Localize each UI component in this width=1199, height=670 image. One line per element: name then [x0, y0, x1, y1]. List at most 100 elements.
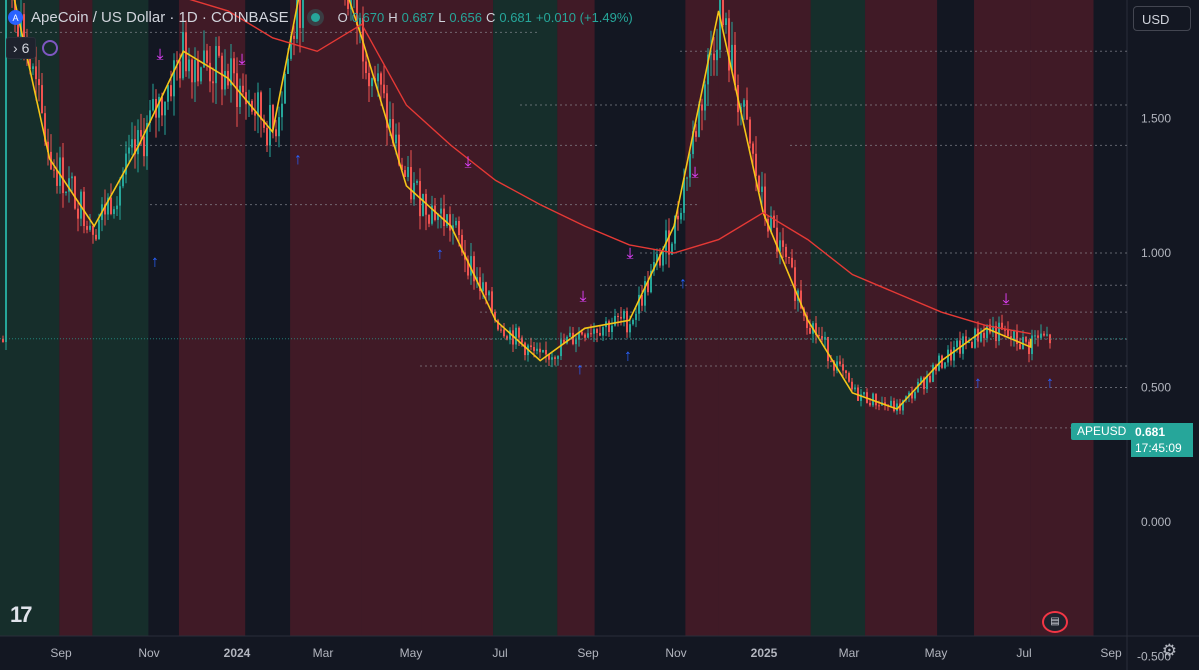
- open-value: 0.670: [351, 10, 385, 25]
- sell-arrow-icon: ⤓: [238, 52, 245, 69]
- candle-body: [521, 337, 523, 343]
- candle-body: [569, 332, 571, 337]
- candle-body: [206, 50, 208, 63]
- candle-body: [515, 327, 517, 345]
- candle-body: [1001, 322, 1003, 330]
- candle-body: [260, 92, 262, 120]
- candle-body: [167, 85, 169, 102]
- candle-body: [293, 35, 295, 39]
- candle-body: [902, 400, 904, 411]
- candle-body: [137, 130, 139, 155]
- candle-body: [971, 342, 973, 348]
- candle-body: [461, 235, 463, 253]
- buy-arrow-icon: ↑: [576, 361, 584, 378]
- candle-body: [755, 153, 757, 176]
- candle-body: [989, 324, 991, 333]
- x-tick-label: May: [400, 646, 423, 660]
- tradingview-logo-icon[interactable]: 17: [10, 602, 33, 627]
- candle-body: [644, 281, 646, 306]
- candle-body: [194, 60, 196, 83]
- candle-body: [533, 347, 535, 351]
- currency-select[interactable]: USD: [1133, 6, 1191, 31]
- candle-body: [35, 66, 37, 80]
- y-tick-label: 1.000: [1141, 246, 1171, 260]
- flag-icon[interactable]: ▤: [1042, 611, 1068, 633]
- symbol-price-label: APEUSD: [1071, 423, 1133, 440]
- candle-body: [566, 336, 568, 344]
- candle-body: [17, 20, 19, 37]
- candle-body: [485, 282, 487, 296]
- candle-body: [494, 312, 496, 321]
- gear-icon[interactable]: ⚙: [1161, 641, 1177, 660]
- candle-body: [479, 277, 481, 292]
- candle-body: [968, 342, 970, 344]
- candle-body: [557, 356, 559, 359]
- candle-body: [833, 361, 835, 371]
- sync-icon[interactable]: [42, 40, 59, 56]
- candle-body: [473, 256, 475, 282]
- candle-body: [1034, 335, 1036, 337]
- market-status-icon[interactable]: [310, 13, 320, 22]
- candle-body: [284, 73, 286, 104]
- candle-body: [404, 170, 406, 177]
- candle-body: [5, 0, 7, 343]
- candle-body: [701, 104, 703, 111]
- candle-body: [218, 46, 220, 56]
- candle-body: [125, 153, 127, 175]
- candle-body: [497, 320, 499, 330]
- candle-body: [389, 119, 391, 128]
- candle-body: [44, 113, 46, 142]
- candle-body: [776, 227, 778, 252]
- x-tick-label: Sep: [50, 646, 72, 660]
- candle-body: [524, 342, 526, 356]
- candle-body: [593, 329, 595, 334]
- candle-body: [164, 101, 166, 116]
- candle-body: [884, 402, 886, 405]
- candle-body: [107, 197, 109, 215]
- sell-arrow-icon: ⤓: [464, 154, 471, 171]
- symbol-title[interactable]: ApeCoin / US Dollar · 1D · COINBASE: [31, 9, 289, 26]
- candle-body: [470, 256, 472, 276]
- candle-body: [278, 117, 280, 137]
- candle-body: [185, 32, 187, 72]
- change-value: +0.010 (+1.49%): [535, 10, 633, 25]
- candle-body: [281, 103, 283, 118]
- sell-arrow-icon: ⤓: [626, 245, 633, 262]
- candle-body: [641, 294, 643, 306]
- sell-arrow-icon: ⤓: [579, 288, 586, 305]
- candle-body: [191, 59, 193, 83]
- candle-body: [152, 98, 154, 111]
- candle-body: [179, 61, 181, 79]
- candle-body: [266, 127, 268, 146]
- fast-ma-line: [13, 0, 1032, 410]
- x-tick-label: Sep: [1100, 646, 1122, 660]
- candle-body: [482, 282, 484, 292]
- candle-body: [104, 204, 106, 215]
- candle-body: [830, 361, 832, 363]
- candle-body: [875, 393, 877, 406]
- x-tick-label: Jul: [492, 646, 507, 660]
- candle-body: [365, 61, 367, 74]
- x-axis-panel: [0, 636, 1199, 670]
- candle-body: [398, 134, 400, 165]
- regime-band: [59, 0, 93, 636]
- candle-body: [620, 316, 622, 319]
- candle-body: [536, 348, 538, 351]
- candle-body: [1004, 329, 1006, 331]
- x-tick-label: Jul: [1016, 646, 1031, 660]
- indicators-count[interactable]: › 6: [6, 37, 37, 59]
- candle-body: [113, 209, 115, 214]
- candle-body: [239, 85, 241, 107]
- candle-body: [836, 361, 838, 371]
- candle-body: [59, 157, 61, 186]
- indicators-toggle[interactable]: › 6: [6, 37, 59, 59]
- candle-body: [413, 182, 415, 200]
- candle-body: [176, 60, 178, 62]
- candle-body: [671, 243, 673, 255]
- candle-body: [956, 340, 958, 347]
- candle-body: [158, 96, 160, 118]
- candle-body: [764, 186, 766, 219]
- candle-body: [563, 339, 565, 344]
- x-tick-label: Mar: [313, 646, 334, 660]
